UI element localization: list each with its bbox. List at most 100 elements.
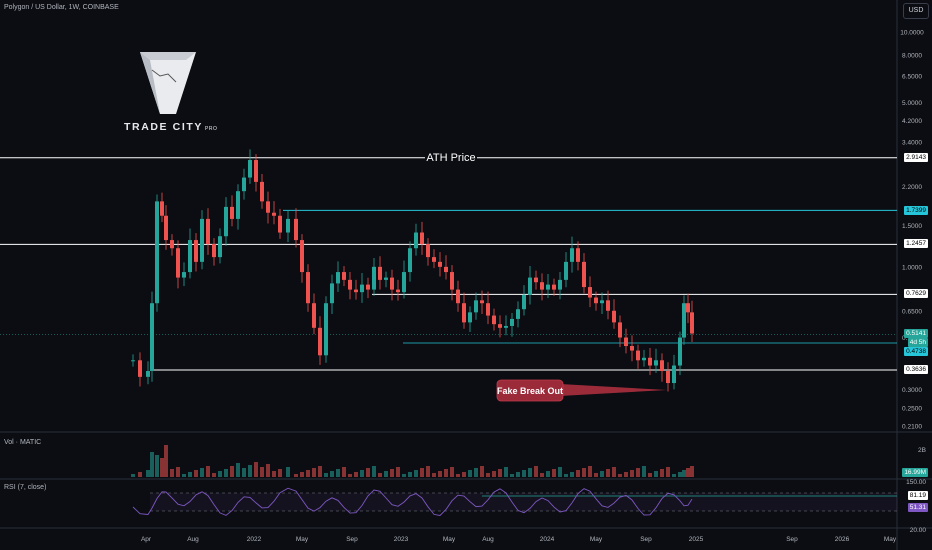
candle-body xyxy=(254,160,258,182)
candle-body xyxy=(248,160,252,178)
candle-body xyxy=(534,277,538,283)
volume-bar xyxy=(444,469,448,477)
volume-bar xyxy=(612,467,616,477)
volume-bar xyxy=(462,472,466,477)
candle-body xyxy=(390,277,394,290)
volume-bar xyxy=(260,467,264,477)
candle-body xyxy=(312,303,316,328)
rsi-axis-top: 150.00 xyxy=(906,479,926,486)
candle-body xyxy=(468,312,472,323)
candle-body xyxy=(588,287,592,298)
volume-bar xyxy=(660,469,664,477)
candle-body xyxy=(540,282,544,290)
volume-bar xyxy=(188,472,192,477)
currency-button[interactable]: USD xyxy=(903,3,929,19)
rsi-upper-tag: 81.19 xyxy=(907,491,928,500)
volume-bar xyxy=(666,467,670,477)
candle-body xyxy=(672,365,676,384)
candle-body xyxy=(360,284,364,293)
rsi-value-tag: 51.31 xyxy=(907,503,928,512)
volume-bar xyxy=(534,466,538,477)
volume-bar xyxy=(300,472,304,477)
candle-body xyxy=(564,261,568,280)
logo-name: TRADE CITY xyxy=(124,121,203,133)
volume-bar xyxy=(682,470,686,477)
volume-bar xyxy=(570,472,574,477)
candle-body xyxy=(300,240,304,273)
candle-body xyxy=(194,240,198,262)
candle-body xyxy=(414,232,418,249)
volume-bar xyxy=(378,473,382,477)
candle-body xyxy=(138,360,142,377)
candle-body xyxy=(444,266,448,273)
candle-body xyxy=(164,215,168,241)
candle-body xyxy=(582,261,586,288)
volume-bar xyxy=(558,467,562,477)
y-tick-label: 0.2500 xyxy=(902,406,922,413)
volume-bar xyxy=(618,474,622,477)
candle-body xyxy=(636,350,640,361)
volume-bar xyxy=(516,472,520,477)
candle-body xyxy=(492,315,496,325)
candle-body xyxy=(396,289,400,293)
level-tag-0-4738: 0.4738 xyxy=(904,347,928,356)
ath-label-bg xyxy=(425,150,477,164)
volume-bar xyxy=(426,466,430,477)
candle-body xyxy=(206,218,210,245)
candle-body xyxy=(462,303,466,323)
volume-bar xyxy=(686,468,690,477)
y-tick-label: 1.5000 xyxy=(902,223,922,230)
volume-bar xyxy=(582,468,586,477)
volume-bar xyxy=(432,473,436,477)
x-tick-label: 2026 xyxy=(835,536,850,543)
candle-body xyxy=(170,240,174,249)
countdown-tag: 4d 5h xyxy=(907,338,928,347)
volume-bar xyxy=(200,468,204,477)
candle-body xyxy=(660,360,664,372)
volume-bar xyxy=(396,467,400,477)
candle-body xyxy=(600,300,604,304)
volume-bar xyxy=(354,472,358,477)
volume-bar xyxy=(131,474,135,477)
candle-body xyxy=(336,272,340,284)
candle-body xyxy=(666,371,670,384)
volume-bar xyxy=(420,468,424,477)
candle-body xyxy=(378,266,382,280)
volume-axis-label: 2B xyxy=(918,447,926,454)
candle-body xyxy=(176,248,180,278)
y-tick-label: 10.0000 xyxy=(900,30,924,37)
volume-bar xyxy=(230,466,234,477)
candle-body xyxy=(354,289,358,293)
volume-bar xyxy=(636,468,640,477)
volume-bar xyxy=(504,467,508,477)
volume-bar xyxy=(384,471,388,477)
volume-bar xyxy=(600,471,604,477)
x-tick-label: Sep xyxy=(346,536,358,543)
candle-body xyxy=(504,325,508,328)
candle-body xyxy=(678,337,682,366)
candle-body xyxy=(630,346,634,351)
volume-bar xyxy=(318,466,322,477)
volume-bar xyxy=(155,455,159,477)
current-price-tag: 0.5141 xyxy=(904,329,928,338)
x-tick-label: Sep xyxy=(640,536,652,543)
x-tick-label: Aug xyxy=(482,536,494,543)
volume-bar xyxy=(182,474,186,477)
candle-body xyxy=(272,212,276,216)
candle-body xyxy=(456,289,460,304)
y-tick-label: 2.2000 xyxy=(902,184,922,191)
level-tag-0-3636: 0.3636 xyxy=(904,365,928,374)
candle-body xyxy=(576,248,580,262)
x-tick-label: 2022 xyxy=(247,536,262,543)
x-tick-label: May xyxy=(590,536,603,543)
candle-body xyxy=(546,284,550,290)
volume-bar xyxy=(438,471,442,477)
volume-bar xyxy=(146,470,150,477)
level-tag-1-2457: 1.2457 xyxy=(904,239,928,248)
candle-body xyxy=(306,272,310,304)
candle-body xyxy=(420,232,424,245)
volume-bar xyxy=(272,471,276,477)
volume-bar xyxy=(540,473,544,477)
volume-bar xyxy=(138,472,142,477)
